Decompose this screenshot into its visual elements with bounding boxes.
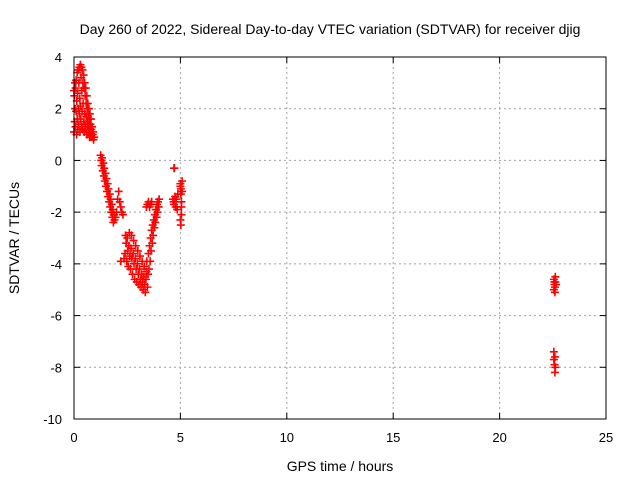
data-point: [99, 159, 108, 168]
data-point: [115, 197, 124, 206]
grid-lines: [74, 57, 606, 419]
x-tick-label: 10: [280, 430, 294, 445]
data-point: [80, 78, 89, 87]
data-point: [107, 200, 116, 209]
data-point: [173, 205, 182, 214]
data-point: [549, 347, 558, 356]
data-point: [155, 195, 164, 204]
data-point: [84, 104, 93, 113]
x-axis-label: GPS time / hours: [287, 458, 394, 474]
data-point: [133, 246, 142, 255]
y-tick-label: 4: [55, 50, 62, 65]
y-tick-label: -4: [50, 257, 62, 272]
data-point: [151, 218, 160, 227]
data-point: [73, 89, 82, 98]
data-point: [87, 115, 96, 124]
x-tick-label: 20: [492, 430, 506, 445]
data-point: [127, 231, 136, 240]
data-point: [176, 221, 185, 230]
data-point: [103, 179, 112, 188]
data-point: [147, 246, 156, 255]
data-point: [78, 65, 87, 74]
data-point: [100, 164, 109, 173]
data-point: [149, 231, 158, 240]
data-point: [122, 257, 131, 266]
data-point: [123, 234, 132, 242]
data-point: [131, 241, 140, 250]
x-tick-label: 5: [177, 430, 184, 445]
data-point: [170, 164, 179, 173]
data-point: [81, 84, 90, 93]
data-point: [152, 213, 161, 222]
data-point: [177, 210, 186, 219]
data-point: [135, 265, 144, 274]
data-point: [105, 190, 114, 199]
data-points: [70, 60, 560, 377]
x-tick-label: 15: [386, 430, 400, 445]
data-point: [106, 195, 115, 204]
y-tick-label: 2: [55, 102, 62, 117]
x-tick-label: 25: [599, 430, 613, 445]
data-point: [550, 277, 559, 286]
data-point: [75, 94, 84, 103]
data-point: [141, 288, 150, 297]
data-point: [135, 252, 144, 261]
data-point: [98, 153, 107, 162]
data-point: [118, 210, 127, 219]
data-point: [154, 202, 163, 211]
data-point: [148, 239, 157, 248]
data-point: [131, 254, 140, 263]
data-point: [153, 208, 162, 217]
data-point: [144, 265, 153, 274]
y-axis-label: SDTVAR / TECUs: [6, 182, 22, 294]
data-point: [129, 249, 138, 258]
data-point: [549, 355, 558, 364]
data-point: [111, 213, 120, 222]
data-point: [114, 187, 123, 196]
data-point: [551, 272, 560, 281]
data-point: [104, 184, 113, 193]
data-point: [71, 84, 80, 93]
data-point: [82, 91, 91, 100]
data-point: [147, 197, 156, 206]
data-point: [101, 169, 110, 178]
data-point: [88, 122, 97, 131]
data-point: [141, 275, 150, 284]
plot-frame: [73, 56, 607, 420]
y-tick-label: -8: [50, 360, 62, 375]
data-point: [129, 236, 138, 245]
y-tick-label: -2: [50, 205, 62, 220]
data-point: [143, 283, 152, 292]
data-point: [83, 99, 92, 108]
data-point: [140, 262, 149, 271]
data-point: [172, 195, 181, 204]
chart-title: Day 260 of 2022, Sidereal Day-to-day VTE…: [80, 21, 581, 37]
data-point: [89, 127, 98, 136]
data-point: [178, 187, 187, 196]
data-point: [550, 288, 559, 297]
data-point: [150, 223, 159, 232]
data-point: [90, 133, 99, 142]
y-tick-label: -6: [50, 309, 62, 324]
y-tick-label: 0: [55, 153, 62, 168]
data-point: [144, 270, 153, 279]
data-point: [85, 109, 94, 118]
data-point: [102, 174, 111, 183]
data-point: [178, 177, 187, 186]
data-point: [79, 71, 88, 80]
data-point: [127, 244, 136, 253]
data-point: [177, 202, 186, 211]
data-point: [116, 202, 125, 211]
data-point: [550, 368, 559, 377]
data-point: [133, 259, 142, 268]
data-point: [146, 257, 155, 266]
y-tick-label: -10: [43, 412, 62, 427]
x-tick-label: 0: [70, 430, 77, 445]
